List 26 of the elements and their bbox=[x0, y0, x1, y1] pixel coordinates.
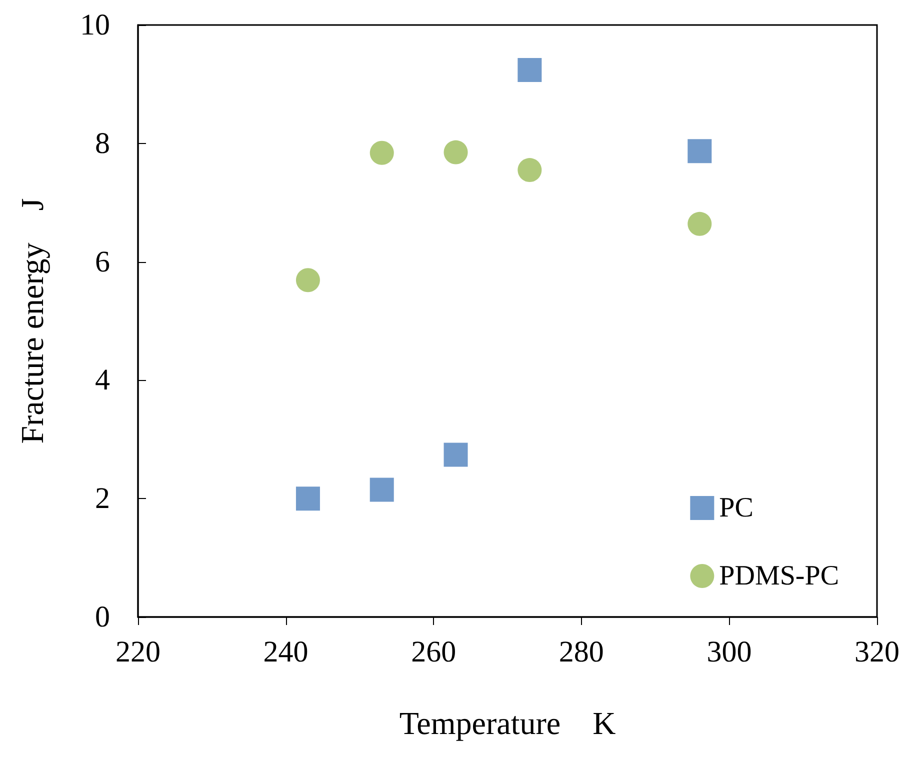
point bbox=[444, 442, 468, 467]
y-tick-label: 2 bbox=[95, 482, 110, 516]
x-axis-title: Temperature K bbox=[399, 705, 616, 741]
y-tick-label: 4 bbox=[95, 364, 110, 397]
x-tick-label: 240 bbox=[263, 636, 308, 668]
point bbox=[370, 140, 394, 165]
x-tick-label: 260 bbox=[411, 636, 456, 668]
y-tick-label: 10 bbox=[80, 8, 110, 42]
y-tick-label: 8 bbox=[95, 126, 110, 160]
legend-label: PDMS-PC bbox=[719, 560, 840, 592]
point bbox=[688, 212, 712, 236]
point bbox=[688, 139, 712, 164]
point bbox=[518, 58, 542, 82]
point bbox=[518, 158, 542, 182]
legend-label: PC bbox=[719, 492, 754, 524]
x-tick-label: 320 bbox=[854, 636, 900, 668]
x-tick-label: 300 bbox=[706, 636, 752, 668]
x-tick-label: 280 bbox=[558, 636, 604, 668]
y-axis-title: Fracture energy J bbox=[14, 198, 50, 444]
point bbox=[296, 268, 320, 292]
point bbox=[370, 478, 394, 502]
x-tick-label: 220 bbox=[116, 636, 160, 668]
y-tick-label: 0 bbox=[95, 600, 110, 634]
point bbox=[296, 486, 320, 511]
y-tick-label: 6 bbox=[95, 245, 110, 278]
point bbox=[444, 140, 468, 164]
